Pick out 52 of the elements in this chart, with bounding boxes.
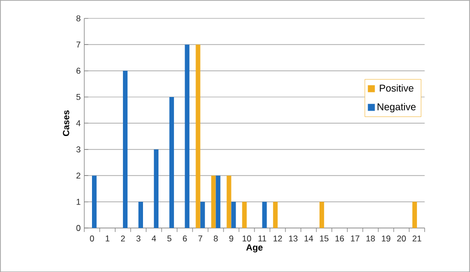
x-tick-label: 5 xyxy=(167,235,172,242)
y-tick-label: 5 xyxy=(76,94,80,100)
x-tick-label: 21 xyxy=(412,235,422,242)
bar xyxy=(226,175,232,228)
x-tick-label: 17 xyxy=(350,235,360,242)
bar xyxy=(196,44,200,228)
x-tick-label: 16 xyxy=(336,235,344,242)
bar xyxy=(320,202,324,228)
bar xyxy=(92,175,97,228)
y-tick-label: 2 xyxy=(76,172,80,178)
x-tick-label: 18 xyxy=(366,235,375,242)
y-tick-label: 8 xyxy=(76,15,80,22)
bar xyxy=(169,96,174,228)
y-tick-label: 4 xyxy=(76,120,81,126)
y-tick-label: 7 xyxy=(76,42,80,48)
x-tick-label: 8 xyxy=(214,235,218,242)
x-tick-label: 14 xyxy=(304,235,314,242)
x-tick-label: 9 xyxy=(229,235,234,242)
x-tick-label: 0 xyxy=(90,235,94,242)
bar xyxy=(242,202,247,228)
x-tick-label: 2 xyxy=(121,235,125,242)
bar xyxy=(138,202,144,228)
x-tick-label: 3 xyxy=(136,235,140,242)
x-tick-label: 11 xyxy=(258,235,266,242)
x-tick-label: 19 xyxy=(382,235,390,242)
y-axis-title: Cases xyxy=(62,110,70,136)
bar xyxy=(262,202,267,228)
bar xyxy=(216,175,220,228)
bar xyxy=(211,175,216,228)
x-tick-label: 10 xyxy=(242,235,252,242)
bar xyxy=(122,70,128,228)
y-tick-label: 0 xyxy=(76,224,80,231)
x-axis-title: Age xyxy=(246,244,263,252)
y-tick-label: 6 xyxy=(76,68,80,74)
bar xyxy=(184,44,190,228)
x-tick-label: 15 xyxy=(320,235,328,242)
x-tick-label: 13 xyxy=(289,235,298,242)
y-tick-label: 1 xyxy=(76,198,80,205)
legend-label: Negative xyxy=(378,102,416,112)
x-tick-label: 6 xyxy=(182,235,187,242)
y-tick-label: 3 xyxy=(76,146,80,152)
legend-label: Positive xyxy=(380,84,414,92)
x-tick-label: 20 xyxy=(397,235,406,242)
bar xyxy=(200,202,205,228)
bar xyxy=(154,149,158,228)
x-tick-label: 1 xyxy=(106,235,110,242)
x-tick-label: 12 xyxy=(274,235,282,242)
x-tick-label: 7 xyxy=(198,235,202,242)
bar xyxy=(231,202,236,228)
bar xyxy=(273,202,278,228)
x-tick-label: 4 xyxy=(152,235,156,242)
bar xyxy=(412,202,417,228)
